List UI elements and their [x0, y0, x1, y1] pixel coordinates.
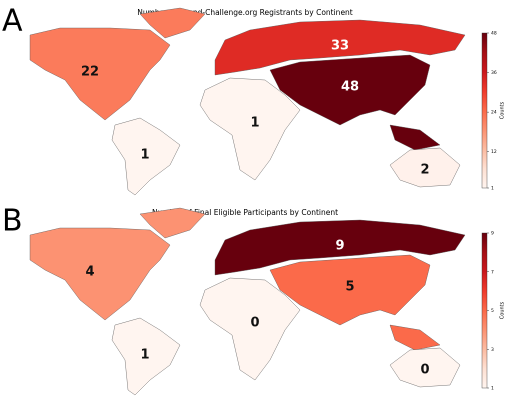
colorbar-tick-label: 5	[491, 308, 494, 314]
region	[139, 207, 206, 239]
region	[199, 77, 301, 181]
colorbar-label: Counts	[500, 301, 506, 319]
region-value: 4	[85, 265, 94, 280]
region-value: 33	[331, 39, 349, 54]
region	[389, 324, 441, 351]
region-value: 0	[250, 316, 259, 331]
colorbar	[481, 32, 488, 189]
colorbar-tick-label: 9	[491, 231, 494, 237]
map-panel: A Number of Grand-Challenge.org Registran…	[2, 4, 506, 196]
region-value: 9	[335, 239, 344, 254]
region	[199, 277, 301, 381]
region	[111, 117, 181, 196]
colorbar-tick-label: 12	[491, 149, 497, 155]
region	[111, 317, 181, 396]
colorbar-tick-label: 36	[491, 70, 497, 76]
region	[29, 27, 171, 121]
region-value: 5	[345, 280, 354, 295]
region	[389, 347, 461, 388]
colorbar-tick-label: 48	[491, 31, 497, 37]
region	[214, 219, 466, 276]
region-value: 1	[140, 148, 149, 163]
region	[269, 54, 431, 126]
region	[389, 147, 461, 188]
region	[214, 19, 466, 76]
region	[139, 7, 206, 39]
region	[389, 124, 441, 151]
colorbar-tick-label: 24	[491, 110, 497, 116]
colorbar-tick-label: 1	[491, 386, 494, 392]
region-value: 22	[81, 65, 99, 80]
region	[29, 227, 171, 321]
colorbar-tick-label: 3	[491, 347, 494, 353]
map-panel: B Number of Final Eligible Participants b…	[2, 204, 506, 396]
map-title: Number of Final Eligible Participants by…	[152, 208, 338, 217]
panel-label: B	[2, 204, 23, 239]
region-value: 2	[420, 163, 429, 178]
region-value: 0	[420, 363, 429, 378]
map-title: Number of Grand-Challenge.org Registrant…	[137, 8, 353, 17]
region-value: 1	[140, 348, 149, 363]
colorbar-label: Counts	[500, 101, 506, 119]
colorbar-tick-label: 7	[491, 269, 494, 275]
region-value: 48	[341, 80, 359, 95]
colorbar-tick-label: 1	[491, 186, 494, 192]
colorbar	[481, 232, 488, 389]
panel-label: A	[2, 4, 23, 39]
region	[269, 254, 431, 326]
region-value: 1	[250, 116, 259, 131]
